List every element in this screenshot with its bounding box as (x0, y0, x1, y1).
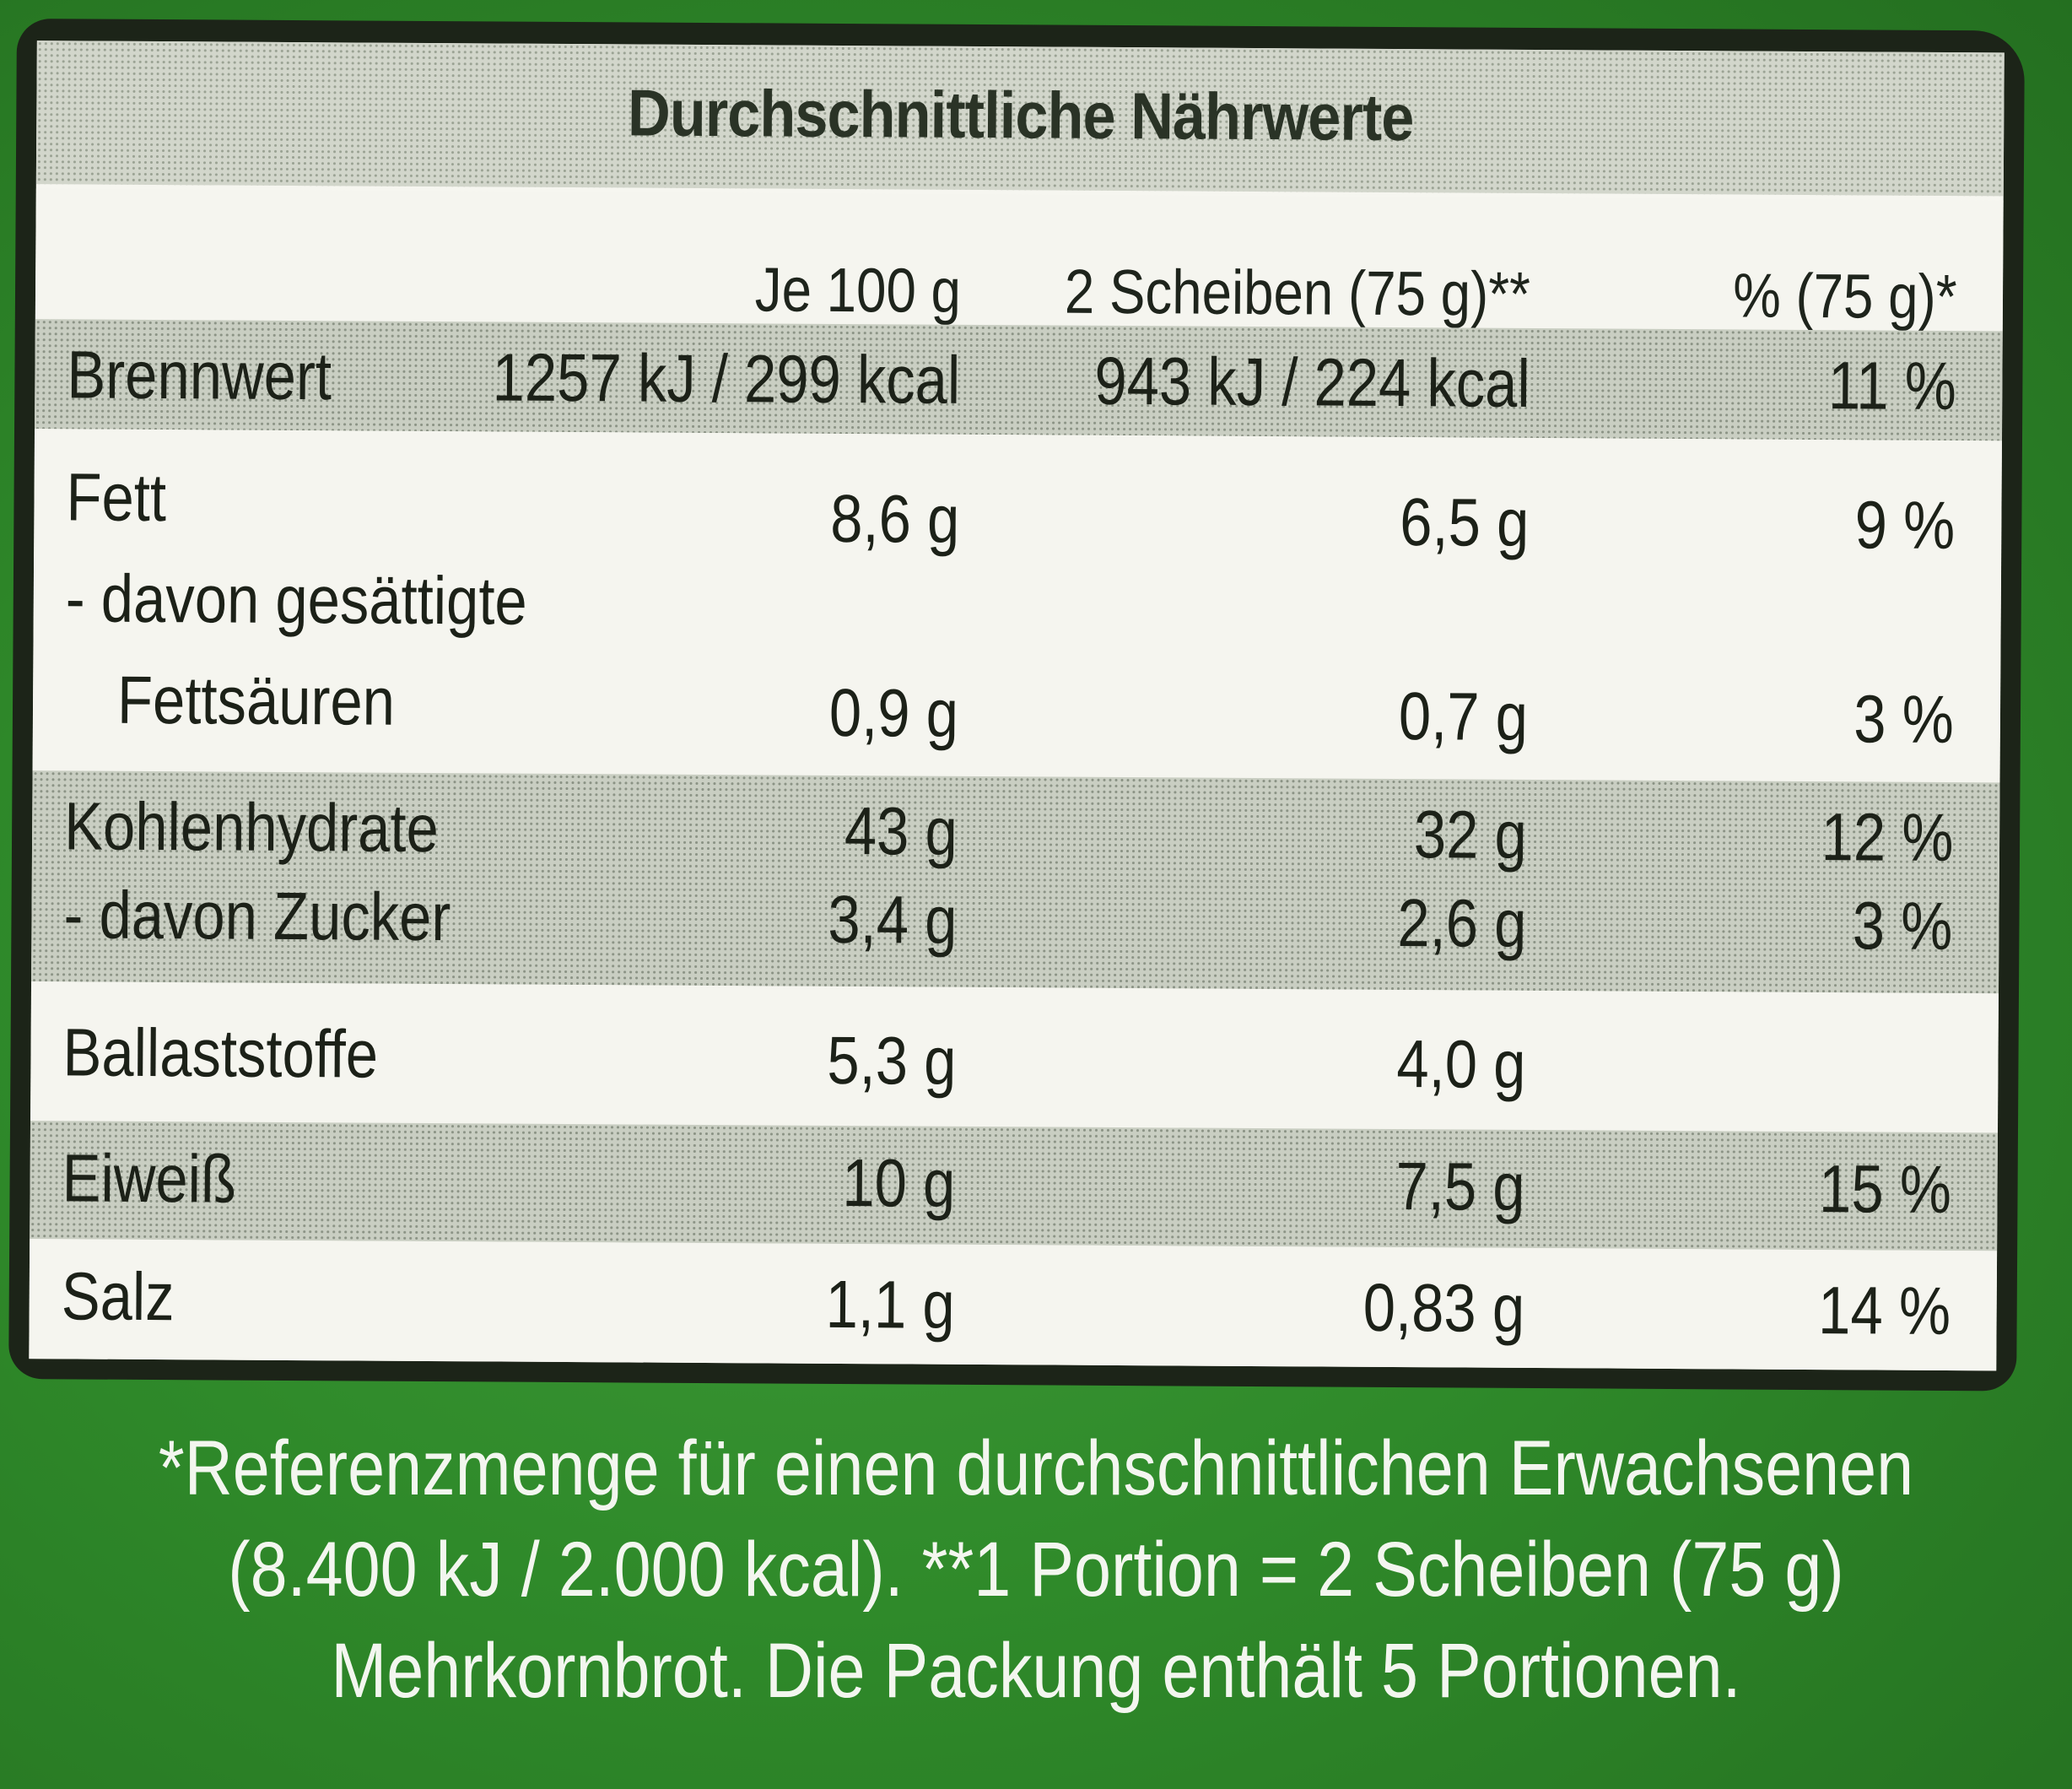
row-portion: 2,6 g (1397, 885, 1527, 961)
row-label: Fett (66, 459, 167, 536)
table-row-group-fat: Fett 8,6 g 6,5 g 9 % - davon gesättigte … (32, 429, 2002, 783)
row-label: Salz (61, 1258, 175, 1335)
table-row: Salz 1,1 g 0,83 g 14 % (29, 1239, 1998, 1371)
nutrition-table: Durchschnittliche Nährwerte Je 100 g 2 S… (29, 41, 2005, 1371)
row-percent: 3 % (1852, 888, 1953, 965)
table-row: Ballaststoffe 5,3 g 4,0 g (30, 981, 1999, 1133)
footnote-line-3: Mehrkornbrot. Die Packung enthält 5 Port… (331, 1628, 1741, 1714)
row-percent: 14 % (1817, 1273, 1951, 1349)
row-per100: 10 g (842, 1145, 956, 1221)
row-portion: 32 g (1413, 797, 1528, 873)
row-label: Fettsäuren (116, 662, 396, 739)
row-portion: 6,5 g (1400, 484, 1530, 560)
row-percent: 12 % (1821, 799, 1954, 876)
row-label: - davon Zucker (63, 877, 451, 955)
row-label: - davon gesättigte (65, 560, 528, 639)
table-row: Eiweiß 10 g 7,5 g 15 % (30, 1121, 1998, 1251)
row-label: Eiweiß (62, 1140, 237, 1217)
row-percent: 9 % (1854, 487, 1956, 564)
row-portion: 7,5 g (1395, 1149, 1525, 1224)
table-title-band: Durchschnittliche Nährwerte (35, 41, 2005, 197)
header-per-100g: Je 100 g (754, 254, 962, 326)
row-portion: 943 kJ / 224 kcal (1093, 343, 1530, 421)
footnote-line-1: *Referenzmenge für einen durchschnittlic… (158, 1425, 1914, 1511)
table-row-group-carbs: Kohlenhydrate 43 g 32 g 12 % - davon Zuc… (31, 770, 2000, 994)
row-per100: 8,6 g (830, 480, 960, 557)
row-per100: 1,1 g (825, 1266, 955, 1343)
table-header-row: Je 100 g 2 Scheiben (75 g)** % (75 g)* (35, 188, 2004, 332)
row-portion: 4,0 g (1396, 1026, 1526, 1102)
row-per100: 3,4 g (828, 881, 958, 958)
table-row: Brennwert 1257 kJ / 299 kcal 943 kJ / 22… (35, 319, 2003, 441)
row-percent: 11 % (1827, 348, 1956, 424)
row-label: Ballaststoffe (62, 1014, 379, 1092)
row-label: Brennwert (67, 337, 332, 414)
header-portion: 2 Scheiben (75 g)** (1064, 256, 1531, 329)
nutrition-table-frame: Durchschnittliche Nährwerte Je 100 g 2 S… (8, 19, 2025, 1392)
row-per100: 5,3 g (827, 1022, 957, 1099)
row-portion: 0,83 g (1362, 1269, 1524, 1346)
footnote-line-2: (8.400 kJ / 2.000 kcal). **1 Portion = 2… (228, 1527, 1844, 1613)
row-per100: 0,9 g (828, 674, 959, 751)
table-title: Durchschnittliche Nährwerte (627, 74, 1414, 154)
row-percent: 3 % (1853, 681, 1955, 758)
row-portion: 0,7 g (1398, 678, 1529, 754)
row-per100: 1257 kJ / 299 kcal (492, 339, 961, 418)
row-per100: 43 g (844, 793, 958, 869)
header-percent: % (75 g)* (1732, 260, 1957, 332)
footnote: *Referenzmenge für einen durchschnittlic… (0, 1418, 2072, 1721)
row-percent: 15 % (1818, 1151, 1951, 1228)
row-label: Kohlenhydrate (63, 788, 440, 867)
